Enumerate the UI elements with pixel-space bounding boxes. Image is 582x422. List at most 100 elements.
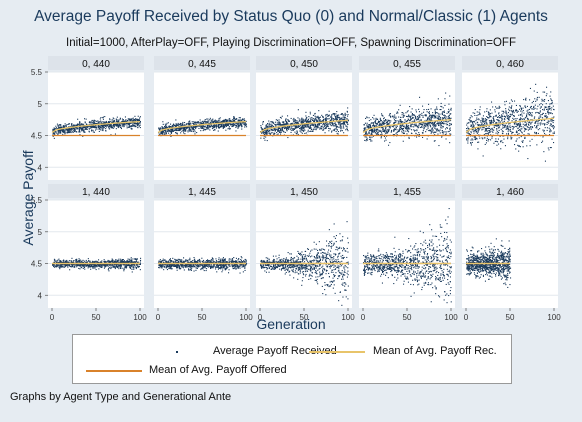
data-point: [56, 123, 58, 125]
data-point: [72, 131, 74, 133]
data-point: [336, 117, 338, 119]
data-point: [347, 107, 349, 109]
data-point: [467, 128, 469, 130]
data-point: [484, 111, 486, 113]
data-point: [69, 129, 71, 131]
data-point: [411, 113, 413, 115]
data-point: [113, 125, 115, 127]
data-point: [184, 127, 186, 129]
data-point: [207, 122, 209, 124]
data-point: [71, 123, 73, 125]
data-point: [93, 131, 95, 133]
data-point: [92, 125, 94, 127]
data-point: [110, 125, 112, 127]
data-point: [490, 116, 492, 118]
data-point: [387, 131, 389, 133]
data-point: [165, 129, 167, 131]
data-point: [384, 122, 386, 124]
data-point: [395, 132, 397, 134]
data-point: [388, 128, 390, 130]
data-point: [549, 103, 551, 105]
data-point: [408, 136, 410, 138]
data-point: [381, 130, 383, 132]
data-point: [316, 125, 318, 127]
data-point: [91, 129, 93, 131]
data-point: [98, 128, 100, 130]
data-point: [239, 123, 241, 125]
data-point: [513, 118, 515, 120]
data-point: [214, 126, 216, 128]
data-point: [497, 116, 499, 118]
data-point: [57, 133, 59, 135]
data-point: [65, 124, 67, 126]
data-point: [55, 127, 57, 129]
data-point: [332, 113, 334, 115]
data-point: [206, 121, 208, 123]
data-point: [74, 130, 76, 132]
data-point: [184, 124, 186, 126]
data-point: [441, 122, 443, 124]
data-point: [404, 126, 406, 128]
data-point: [263, 132, 265, 134]
data-point: [105, 121, 107, 123]
data-point: [76, 266, 78, 268]
data-point: [66, 129, 68, 131]
data-point: [512, 117, 514, 119]
data-point: [535, 133, 537, 135]
data-point: [428, 111, 430, 113]
data-point: [552, 126, 554, 128]
scatter-points: [363, 92, 452, 147]
data-point: [331, 114, 333, 116]
data-point: [416, 136, 418, 138]
data-point: [136, 119, 138, 121]
data-point: [414, 124, 416, 126]
data-point: [504, 116, 506, 118]
data-point: [181, 123, 183, 125]
data-point: [182, 129, 184, 131]
data-point: [104, 265, 106, 267]
data-point: [178, 128, 180, 130]
data-point: [472, 130, 474, 132]
data-point: [326, 113, 328, 115]
data-point: [385, 129, 387, 131]
data-point: [331, 115, 333, 117]
data-point: [282, 129, 284, 131]
data-point: [105, 120, 107, 122]
data-point: [158, 127, 160, 129]
data-point: [83, 131, 85, 133]
data-point: [134, 261, 136, 263]
data-point: [316, 116, 318, 118]
data-point: [192, 126, 194, 128]
data-point: [373, 114, 375, 116]
data-point: [300, 126, 302, 128]
data-point: [194, 129, 196, 131]
data-point: [187, 127, 189, 129]
panel-header: [48, 56, 144, 70]
data-point: [417, 126, 419, 128]
data-point: [385, 139, 387, 141]
data-point: [189, 122, 191, 124]
data-point: [213, 120, 215, 122]
data-point: [478, 129, 480, 131]
data-point: [478, 127, 480, 129]
data-point: [484, 120, 486, 122]
data-point: [338, 117, 340, 119]
data-point: [534, 125, 536, 127]
data-point: [223, 124, 225, 126]
data-point: [417, 118, 419, 120]
data-point: [341, 127, 343, 129]
data-point: [245, 124, 247, 126]
data-point: [400, 121, 402, 123]
data-point: [391, 129, 393, 131]
data-point: [407, 130, 409, 132]
data-point: [485, 129, 487, 131]
data-point: [488, 117, 490, 119]
data-point: [111, 127, 113, 129]
data-point: [542, 129, 544, 131]
data-point: [391, 126, 393, 128]
data-point: [346, 110, 348, 112]
data-point: [274, 128, 276, 130]
data-point: [425, 123, 427, 125]
data-point: [94, 265, 96, 267]
data-point: [335, 130, 337, 132]
